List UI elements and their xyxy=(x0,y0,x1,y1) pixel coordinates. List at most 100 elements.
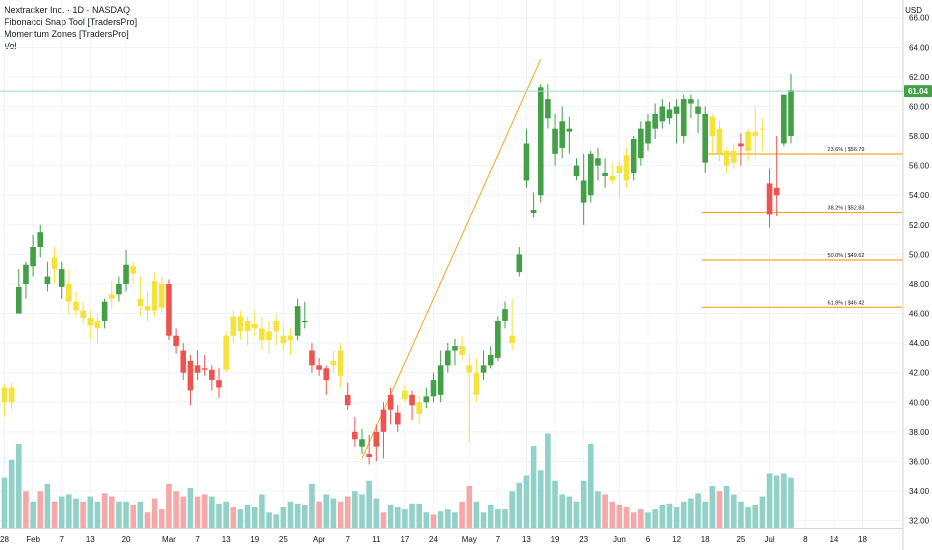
candle-body xyxy=(487,354,494,366)
legend-title[interactable]: Nextracker Inc. · 1D · NASDAQ xyxy=(4,5,131,15)
candle-92 xyxy=(659,99,666,129)
volume-bar-104 xyxy=(745,507,751,528)
y-tick-label-12: 42.00 xyxy=(909,369,930,378)
candle-25 xyxy=(180,343,187,381)
volume-bar-97 xyxy=(695,493,701,528)
volume-bar-93 xyxy=(666,503,673,528)
x-tick-label-22: 12 xyxy=(672,535,681,544)
candle-83 xyxy=(595,147,601,181)
volume-bar-36 xyxy=(259,494,265,528)
candle-52 xyxy=(373,424,380,462)
x-tick-label-12: 11 xyxy=(372,535,381,544)
x-tick-label-24: 25 xyxy=(736,535,745,544)
candle-50 xyxy=(359,428,365,455)
volume-bar-79 xyxy=(566,496,573,528)
candle-body xyxy=(187,360,194,391)
volume-bar-91 xyxy=(652,509,658,528)
volume-bar-17 xyxy=(123,501,129,528)
candle-107 xyxy=(766,168,773,228)
volume-bar-1 xyxy=(8,459,15,528)
legend-indicator-fibonacci[interactable]: Fibonacci Snap Tool [TradersPro] xyxy=(4,17,138,27)
volume-bar-4 xyxy=(30,501,36,528)
candle-body xyxy=(545,99,551,119)
candle-body xyxy=(502,309,508,321)
y-tick-label-9: 48.00 xyxy=(909,280,930,289)
volume-bar-90 xyxy=(645,512,651,528)
candle-63 xyxy=(452,338,458,366)
legend-indicator-volume[interactable]: Vol xyxy=(4,41,17,51)
volume-bar-58 xyxy=(416,503,422,528)
volume-bar-57 xyxy=(409,503,415,528)
volume-bar-99 xyxy=(709,486,716,528)
volume-bar-65 xyxy=(466,486,473,528)
candle-body xyxy=(230,316,237,336)
volume-bar-110 xyxy=(788,477,794,528)
candle-89 xyxy=(638,121,644,166)
x-tick-label-5: Mar xyxy=(162,535,176,544)
candle-body xyxy=(416,402,422,415)
candle-body xyxy=(1,387,8,403)
candle-body xyxy=(609,176,616,181)
candle-78 xyxy=(559,106,565,159)
candle-18 xyxy=(130,261,136,284)
candle-77 xyxy=(552,113,558,166)
candle-body xyxy=(194,365,201,373)
candle-104 xyxy=(745,128,751,162)
candle-body xyxy=(273,320,279,332)
candle-16 xyxy=(116,276,122,302)
x-tick-label-4: 20 xyxy=(122,535,131,544)
candle-body xyxy=(773,187,780,196)
swing-trend-line xyxy=(361,58,542,459)
candle-87 xyxy=(623,147,630,188)
candle-body xyxy=(316,365,322,370)
last-price-label: 61.04 xyxy=(908,87,929,96)
candle-17 xyxy=(123,249,129,292)
candle-43 xyxy=(309,343,315,373)
candle-3 xyxy=(23,261,29,299)
y-tick-label-10: 46.00 xyxy=(909,310,930,319)
candle-body xyxy=(30,246,36,267)
candle-5 xyxy=(37,224,44,258)
volume-bar-0 xyxy=(1,477,8,528)
candle-body xyxy=(58,269,65,287)
candle-55 xyxy=(394,405,401,432)
candle-69 xyxy=(495,316,501,361)
volume-bar-31 xyxy=(223,501,229,528)
candle-80 xyxy=(573,158,580,181)
candle-79 xyxy=(566,116,573,154)
candle-33 xyxy=(237,310,244,341)
x-tick-label-15: May xyxy=(462,535,477,544)
volume-bar-96 xyxy=(688,498,694,528)
candle-body xyxy=(87,317,94,326)
volume-bar-6 xyxy=(44,483,51,528)
x-tick-label-0: 28 xyxy=(0,535,9,544)
volume-bar-88 xyxy=(630,512,637,528)
candle-body xyxy=(80,310,86,318)
candle-93 xyxy=(666,102,673,125)
y-tick-label-0: 66.00 xyxy=(909,14,930,23)
x-tick-label-13: 17 xyxy=(400,535,409,544)
y-tick-label-2: 62.00 xyxy=(909,73,930,82)
volume-bar-16 xyxy=(116,501,122,528)
x-tick-label-21: 6 xyxy=(646,535,651,544)
volume-bar-27 xyxy=(194,496,201,528)
volume-bar-63 xyxy=(452,512,458,528)
volume-bar-50 xyxy=(359,494,365,528)
volume-bar-38 xyxy=(273,514,279,528)
candle-body xyxy=(573,165,580,176)
candle-body xyxy=(380,409,387,432)
candle-body xyxy=(216,380,222,388)
candle-44 xyxy=(316,357,322,376)
volume-bar-32 xyxy=(230,507,237,528)
candle-body xyxy=(302,320,308,322)
candle-70 xyxy=(502,301,508,329)
volume-bar-42 xyxy=(302,504,308,528)
legend-indicator-momentum[interactable]: Momentum Zones [TradersPro] xyxy=(4,29,129,39)
volume-bar-102 xyxy=(731,494,737,528)
x-tick-label-17: 13 xyxy=(522,535,531,544)
candle-body xyxy=(530,210,537,213)
volume-bar-64 xyxy=(459,501,465,528)
x-tick-label-7: 13 xyxy=(222,535,231,544)
grid xyxy=(0,0,903,528)
